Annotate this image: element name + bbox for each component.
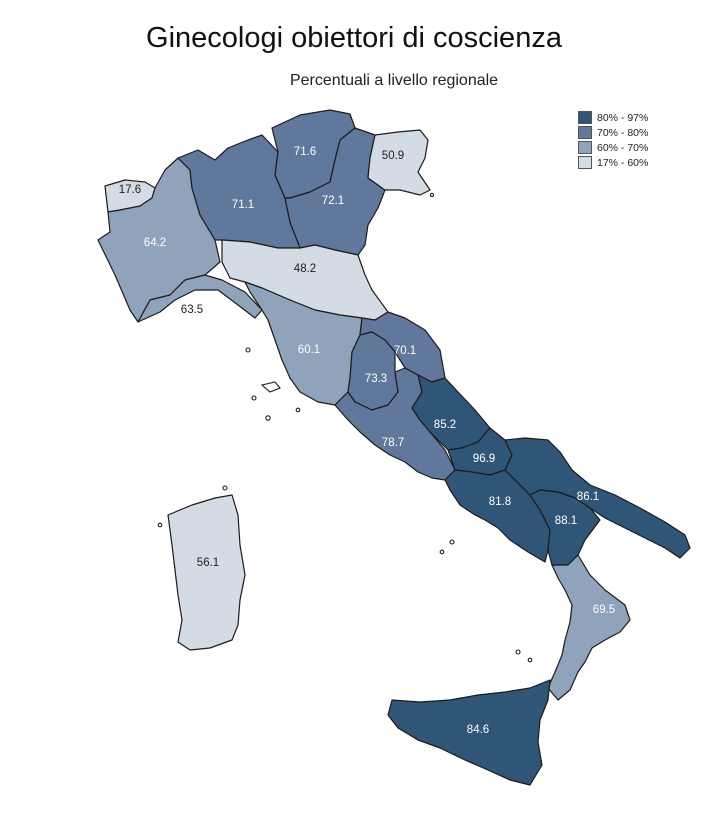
island-small — [515, 649, 521, 655]
island-small — [265, 415, 271, 421]
region-value-label: 85.2 — [434, 419, 456, 431]
region-value-label: 60.1 — [298, 344, 320, 356]
region-value-label: 71.1 — [232, 199, 254, 211]
island-small — [245, 347, 251, 353]
region-calabria[interactable] — [547, 554, 631, 701]
island-elba — [260, 381, 281, 393]
region-sardegna[interactable] — [167, 494, 246, 651]
region-value-label: 71.6 — [294, 146, 316, 158]
legend-label: 60% - 70% — [597, 141, 649, 154]
region-value-label: 64.2 — [144, 237, 166, 249]
legend-swatch — [578, 141, 592, 154]
region-value-label: 56.1 — [197, 557, 219, 569]
legend-label: 70% - 80% — [597, 126, 649, 139]
island-small — [295, 407, 301, 413]
legend: 80% - 97% 70% - 80% 60% - 70% 17% - 60% — [578, 110, 648, 170]
legend-swatch — [578, 111, 592, 124]
legend-swatch — [578, 156, 592, 169]
region-value-label: 50.9 — [382, 150, 404, 162]
region-value-label: 48.2 — [294, 263, 316, 275]
region-value-label: 81.8 — [489, 496, 511, 508]
legend-swatch — [578, 126, 592, 139]
map-title: Ginecologi obiettori di coscienza — [146, 22, 562, 54]
region-value-label: 86.1 — [577, 491, 599, 503]
region-value-label: 63.5 — [181, 304, 203, 316]
region-value-label: 17.6 — [119, 184, 141, 196]
region-value-label: 72.1 — [322, 195, 344, 207]
region-basilicata[interactable] — [529, 489, 601, 566]
region-sicilia[interactable] — [387, 679, 551, 786]
island-small — [449, 539, 455, 545]
island-small — [251, 395, 257, 401]
region-value-label: 78.7 — [382, 437, 404, 449]
legend-label: 17% - 60% — [597, 156, 649, 169]
region-value-label: 70.1 — [394, 345, 416, 357]
island-small — [527, 657, 533, 663]
region-value-label: 73.3 — [365, 373, 387, 385]
region-value-label: 84.6 — [467, 724, 489, 736]
region-value-label: 96.9 — [473, 453, 495, 465]
region-value-label: 69.5 — [593, 604, 615, 616]
region-friuli[interactable] — [367, 129, 431, 196]
island-small — [439, 549, 445, 555]
legend-item: 80% - 97% — [578, 110, 648, 125]
island-small — [157, 522, 163, 528]
island-small — [222, 485, 228, 491]
legend-label: 80% - 97% — [597, 111, 649, 124]
island-small — [429, 192, 435, 198]
legend-item: 60% - 70% — [578, 140, 648, 155]
legend-item: 70% - 80% — [578, 125, 648, 140]
region-value-label: 88.1 — [555, 515, 577, 527]
legend-item: 17% - 60% — [578, 155, 648, 170]
map-subtitle: Percentuali a livello regionale — [289, 72, 499, 89]
